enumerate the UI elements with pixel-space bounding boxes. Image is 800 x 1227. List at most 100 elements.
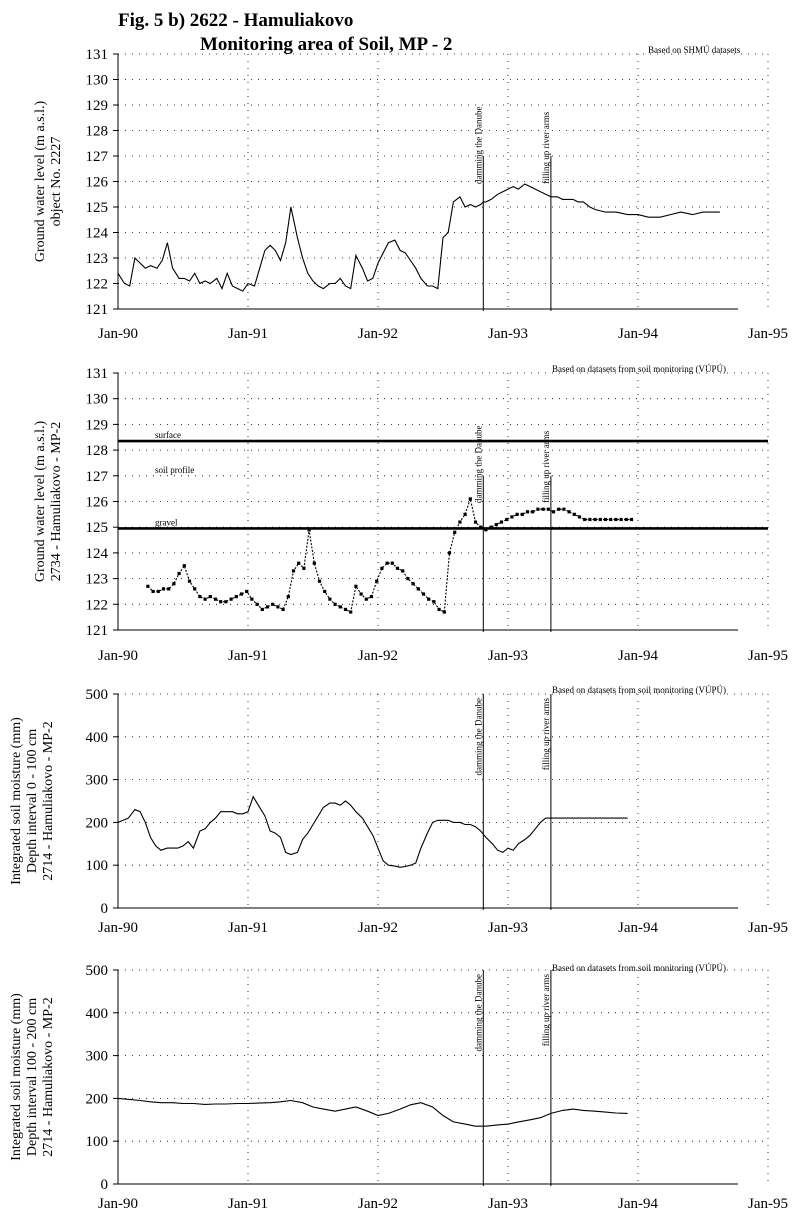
data-point	[245, 589, 249, 594]
source-note: Based on SHMÚ datasets	[648, 45, 741, 55]
source-note: Based on datasets from soil monitoring (…	[552, 364, 726, 374]
data-point	[614, 517, 618, 522]
data-point	[453, 530, 457, 534]
data-point	[328, 597, 332, 601]
series-line	[117, 1097, 628, 1127]
data-point	[203, 597, 207, 601]
x-tick-label: Jan-93	[488, 648, 528, 664]
data-point	[312, 561, 316, 565]
data-point	[557, 507, 561, 511]
x-tick-label: Jan-91	[228, 648, 268, 664]
data-point	[520, 512, 524, 516]
y-axis-label: 2714 - Hamuliakovo - MP-2	[41, 997, 56, 1156]
data-point	[624, 517, 628, 522]
data-point	[479, 525, 483, 529]
series-line	[117, 795, 628, 868]
y-tick-label: 0	[101, 901, 109, 917]
data-point	[213, 597, 218, 601]
x-tick-label: Jan-90	[98, 1196, 138, 1212]
data-point	[536, 507, 540, 511]
data-point	[525, 510, 530, 514]
data-point	[375, 579, 379, 583]
data-point	[629, 517, 634, 522]
x-tick-label: Jan-93	[488, 920, 528, 936]
x-tick-label: Jan-92	[358, 326, 398, 342]
data-point	[187, 579, 192, 583]
y-axis-label: Ground water level (m a.s.l.)	[33, 100, 48, 262]
y-tick-label: 0	[101, 1177, 109, 1193]
event-label: damming the Danube	[473, 698, 483, 775]
data-point	[260, 607, 264, 612]
x-tick-label: Jan-95	[748, 648, 788, 664]
y-tick-label: 129	[86, 417, 109, 433]
data-point	[250, 597, 254, 601]
y-tick-label: 125	[86, 200, 109, 216]
y-axis-label: 2734 - Hamuliakovo - MP-2	[49, 422, 64, 581]
chart-panels: 121 122 123 124 125 126 127 128 129 130 131 Jan-90 J…	[9, 45, 788, 1212]
x-tick-label: Jan-93	[488, 326, 528, 342]
x-tick-label: Jan-94	[618, 1196, 658, 1212]
data-point	[510, 515, 514, 519]
data-point	[505, 517, 509, 522]
data-point	[219, 600, 223, 604]
x-tick-label: Jan-92	[358, 1196, 398, 1212]
x-tick-label: Jan-92	[358, 920, 398, 936]
y-tick-label: 131	[86, 47, 109, 63]
data-point	[598, 517, 602, 522]
data-point	[406, 577, 410, 581]
chart-panel-1: 121 122 123 124 125 126 127 128 129 130 131 Jan-90 J…	[33, 45, 788, 342]
x-tick-label: Jan-90	[98, 326, 138, 342]
data-point	[198, 594, 202, 599]
data-point	[442, 610, 446, 614]
data-point	[146, 584, 150, 588]
data-point	[323, 589, 327, 594]
data-point	[447, 551, 452, 555]
data-point	[619, 517, 623, 522]
data-point	[317, 579, 322, 583]
x-tick-label: Jan-93	[488, 1196, 528, 1212]
event-label: damming the Danube	[473, 426, 483, 503]
data-point	[369, 594, 374, 599]
x-tick-label: Jan-94	[618, 648, 658, 664]
data-point	[427, 597, 431, 601]
data-point	[172, 582, 176, 586]
y-tick-label: 121	[86, 302, 109, 318]
y-axis-label: object No. 2227	[49, 137, 64, 227]
data-point	[161, 587, 166, 591]
data-point	[281, 607, 285, 612]
x-tick-label: Jan-95	[748, 326, 788, 342]
event-label: damming the Danube	[473, 974, 483, 1051]
y-tick-label: 127	[86, 469, 109, 485]
y-tick-label: 126	[86, 495, 109, 511]
y-tick-label: 131	[86, 366, 109, 382]
y-tick-label: 300	[86, 773, 109, 789]
data-point	[473, 520, 478, 524]
data-point	[468, 497, 472, 501]
y-tick-label: 126	[86, 175, 109, 191]
event-label: filling up river arms	[541, 111, 551, 184]
data-point	[182, 564, 186, 568]
data-point	[541, 507, 545, 511]
data-point	[208, 594, 212, 599]
y-axis-label: Depth interval 0 - 100 cm	[25, 729, 40, 873]
data-point	[302, 566, 306, 570]
y-axis-label: 2714 - Hamuliakovo - MP-2	[41, 721, 56, 880]
x-tick-label: Jan-91	[228, 326, 268, 342]
data-point	[193, 587, 197, 591]
data-point	[499, 520, 504, 524]
data-point	[494, 523, 498, 527]
y-axis-label: Integrated soil moisture (mm)	[9, 717, 24, 885]
y-tick-label: 200	[86, 1091, 109, 1107]
data-point	[421, 592, 426, 596]
data-point	[416, 587, 420, 591]
data-point	[489, 525, 493, 529]
data-point	[390, 561, 394, 565]
data-point	[609, 517, 613, 522]
data-point	[484, 528, 488, 532]
data-point	[572, 512, 576, 516]
data-point	[395, 566, 400, 570]
data-point	[276, 605, 280, 609]
y-tick-label: 129	[86, 98, 109, 114]
y-tick-label: 500	[86, 687, 109, 703]
